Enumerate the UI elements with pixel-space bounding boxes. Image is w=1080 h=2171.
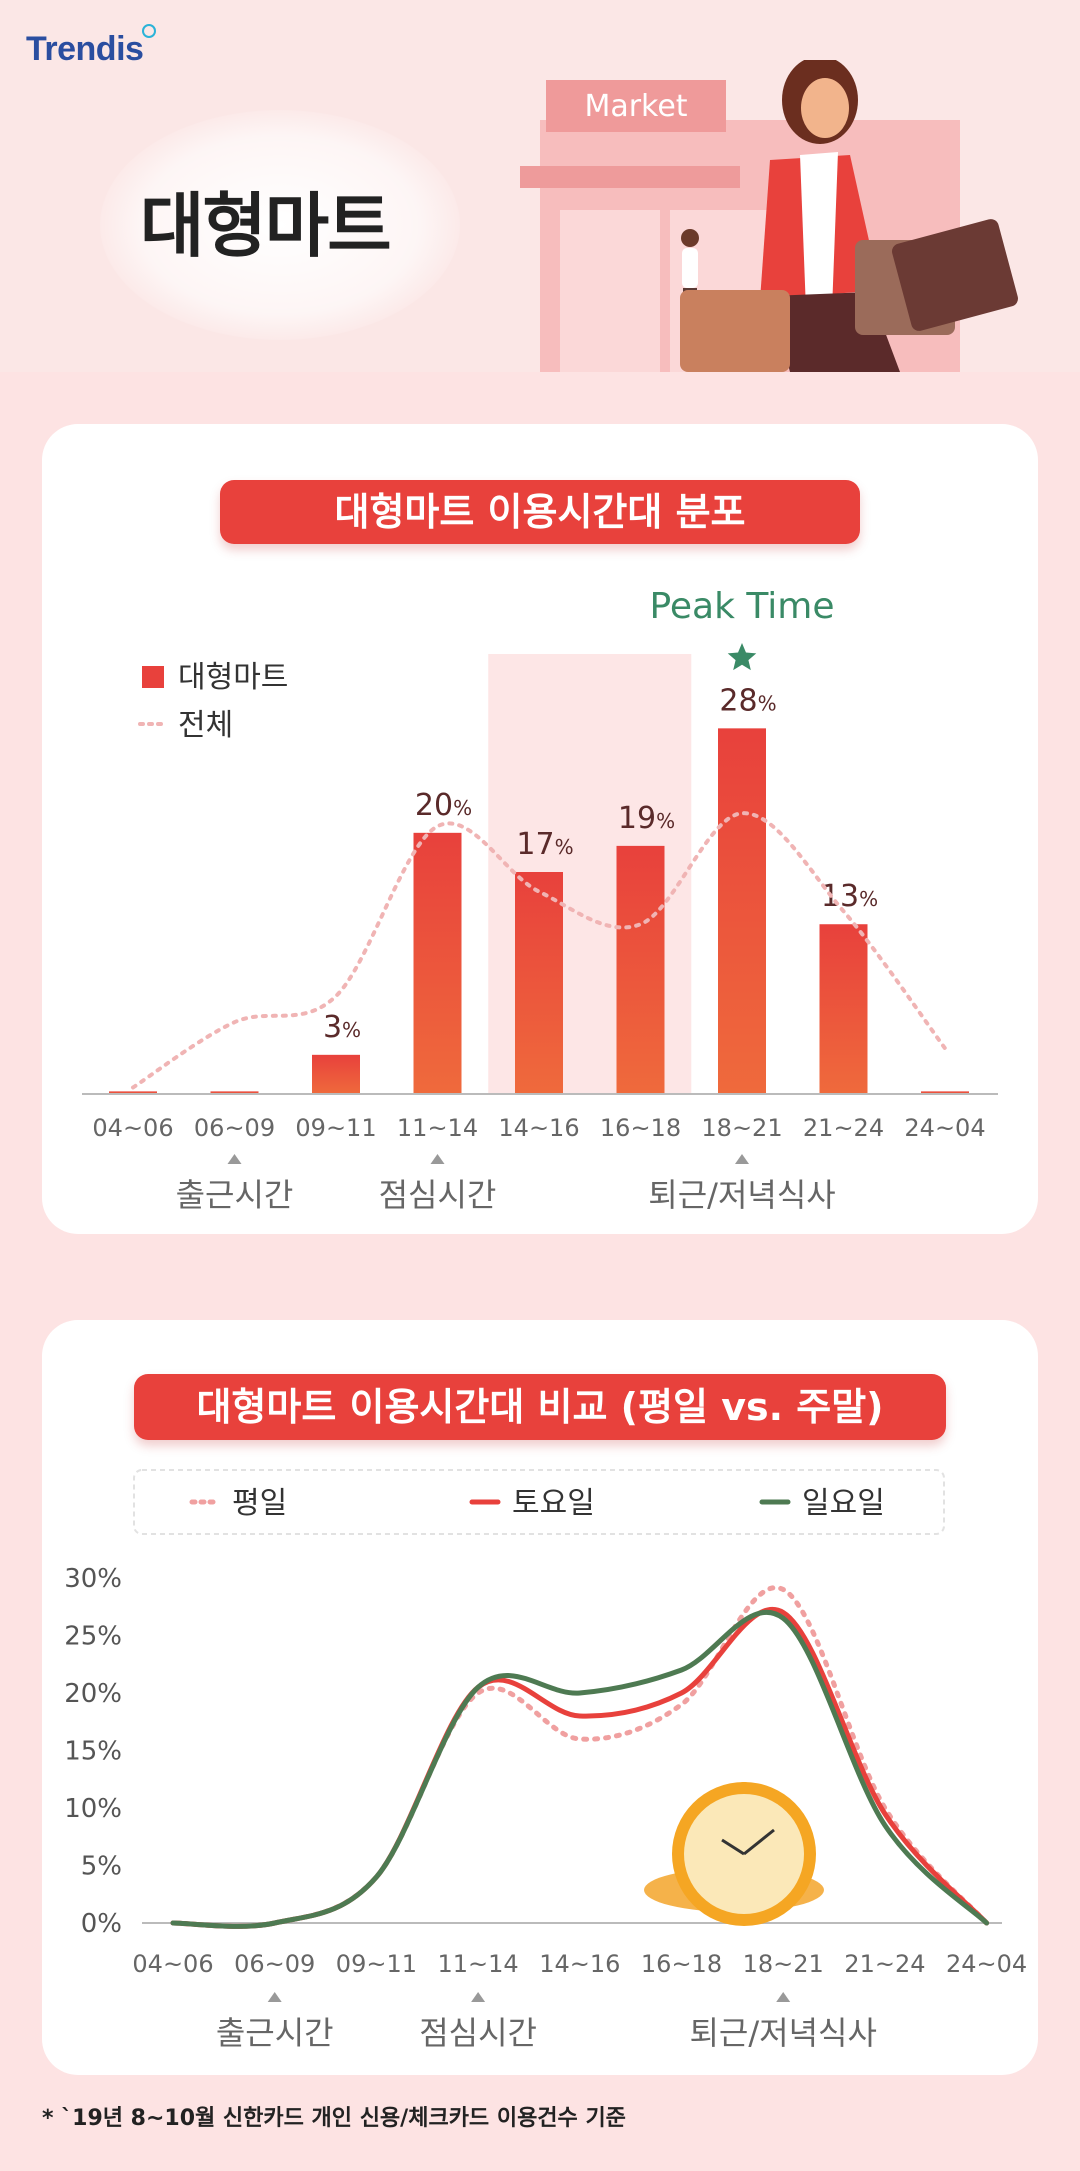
series-line-0 <box>170 1585 990 1929</box>
series-line-total <box>131 811 947 1090</box>
annotation-marker-2 <box>735 1154 749 1164</box>
x-tick-16-18: 16~18 <box>600 1114 681 1142</box>
y-tick-4: 20% <box>64 1679 122 1709</box>
x-tick-14-16: 14~16 <box>498 1114 579 1142</box>
x-tick-21-24: 21~24 <box>803 1114 884 1142</box>
annotation-label-2: 퇴근/저녁식사 <box>648 1176 835 1214</box>
legend-label-bar: 대형마트 <box>178 660 288 695</box>
distribution-chart-title: 대형마트 이용시간대 분포 <box>220 480 860 544</box>
distribution-chart-card: 대형마트 이용시간대 분포 3% 20% 17% 19% 28% 13% 04~06 06~0… <box>42 424 1038 1234</box>
legend-label-1: 토요일 <box>512 1486 595 1521</box>
x-tick-14-16: 14~16 <box>539 1950 620 1978</box>
data-label-18-21: 28% <box>719 683 776 718</box>
annotation-label-1: 점심시간 <box>419 2014 537 2052</box>
distribution-chart: 3%20%17%19%28%13%04~06 06~09 09~11 11~14 14~… <box>82 586 998 1214</box>
bar-04-06 <box>109 1091 157 1094</box>
legend-box <box>133 1469 945 1535</box>
bar-06-09 <box>210 1091 259 1094</box>
data-label-09-11: 3% <box>323 1010 361 1045</box>
legend-label-0: 평일 <box>232 1486 287 1521</box>
clock-hand-minute <box>743 1828 775 1856</box>
x-tick-18-21: 18~21 <box>701 1114 782 1142</box>
x-tick-06-09: 06~09 <box>234 1950 315 1978</box>
x-tick-04-06: 04~06 <box>132 1950 213 1978</box>
x-tick-18-21: 18~21 <box>743 1950 824 1978</box>
logo-accent-icon <box>142 24 156 38</box>
shopping-bag-dark <box>892 219 1018 331</box>
x-tick-24-04: 24~04 <box>946 1950 1027 1978</box>
y-tick-6: 30% <box>64 1564 122 1594</box>
annotation-label-0: 출근시간 <box>176 1176 294 1214</box>
annotation-marker-1 <box>471 1992 486 2002</box>
bar-14-16 <box>515 872 563 1094</box>
woman-face <box>801 78 849 138</box>
y-tick-2: 10% <box>64 1794 122 1824</box>
y-tick-5: 25% <box>64 1622 122 1652</box>
shopping-bag-left <box>680 290 790 372</box>
bar-11-14 <box>413 832 462 1094</box>
peak-star-icon <box>727 643 757 671</box>
annotation-marker-0 <box>227 1154 242 1164</box>
trendis-logo: Trendis <box>26 30 144 68</box>
comparison-chart: 평일 토요일 일요일 0% 5% 10% 15% 20% 25% 30% 04~06 06~09 09~… <box>64 1469 1027 2052</box>
data-label-16-18: 19% <box>618 801 675 836</box>
market-illustration: Market <box>520 60 1018 372</box>
y-tick-1: 5% <box>81 1852 122 1882</box>
bar-09-11 <box>312 1054 360 1094</box>
market-sign-board <box>546 80 726 132</box>
bar-16-18 <box>616 845 665 1094</box>
x-tick-11-14: 11~14 <box>438 1950 519 1978</box>
annotation-marker-0 <box>267 1992 282 2002</box>
page-title: 대형마트 <box>140 185 392 267</box>
door-left <box>560 210 660 372</box>
legend-label-2: 일요일 <box>802 1486 885 1521</box>
series-line-2 <box>170 1609 990 1929</box>
data-label-14-16: 17% <box>516 827 573 862</box>
bar-21-24 <box>819 924 868 1094</box>
annotation-label-0: 출근시간 <box>216 2014 334 2052</box>
legend-label-line: 전체 <box>178 708 233 743</box>
annotation-label-1: 점심시간 <box>379 1176 497 1214</box>
comparison-chart-title: 대형마트 이용시간대 비교 (평일 vs. 주말) <box>134 1374 946 1440</box>
legend-swatch-bar <box>142 666 164 688</box>
peak-time-label: Peak Time <box>649 586 834 627</box>
data-label-11-14: 20% <box>415 788 472 823</box>
small-shopper-body <box>682 248 698 288</box>
x-tick-16-18: 16~18 <box>641 1950 722 1978</box>
x-tick-21-24: 21~24 <box>844 1950 925 1978</box>
comparison-chart-card: 대형마트 이용시간대 비교 (평일 vs. 주말) 평일 토요일 일요일 0% 5% 10… <box>42 1320 1038 2075</box>
title-glow <box>100 110 460 340</box>
source-footnote: * `19년 8~10월 신한카드 개인 신용/체크카드 이용건수 기준 <box>42 2106 626 2131</box>
x-tick-09-11: 09~11 <box>336 1950 417 1978</box>
annotation-marker-1 <box>430 1154 445 1164</box>
clock-hand-hour <box>721 1838 745 1856</box>
y-tick-3: 15% <box>64 1737 122 1767</box>
annotation-label-2: 퇴근/저녁식사 <box>689 2014 876 2052</box>
small-shopper-head <box>681 229 699 247</box>
market-sign-text: Market <box>584 89 687 124</box>
x-tick-24-04: 24~04 <box>904 1114 985 1142</box>
woman-scarf <box>800 152 838 310</box>
bar-24-04 <box>921 1091 969 1094</box>
x-tick-09-11: 09~11 <box>295 1114 376 1142</box>
x-tick-04-06: 04~06 <box>92 1114 173 1142</box>
x-tick-06-09: 06~09 <box>194 1114 275 1142</box>
y-tick-0: 0% <box>81 1909 122 1939</box>
awning <box>520 166 740 188</box>
x-tick-11-14: 11~14 <box>397 1114 478 1142</box>
bar-18-21 <box>718 728 766 1094</box>
annotation-marker-2 <box>776 1992 791 2002</box>
